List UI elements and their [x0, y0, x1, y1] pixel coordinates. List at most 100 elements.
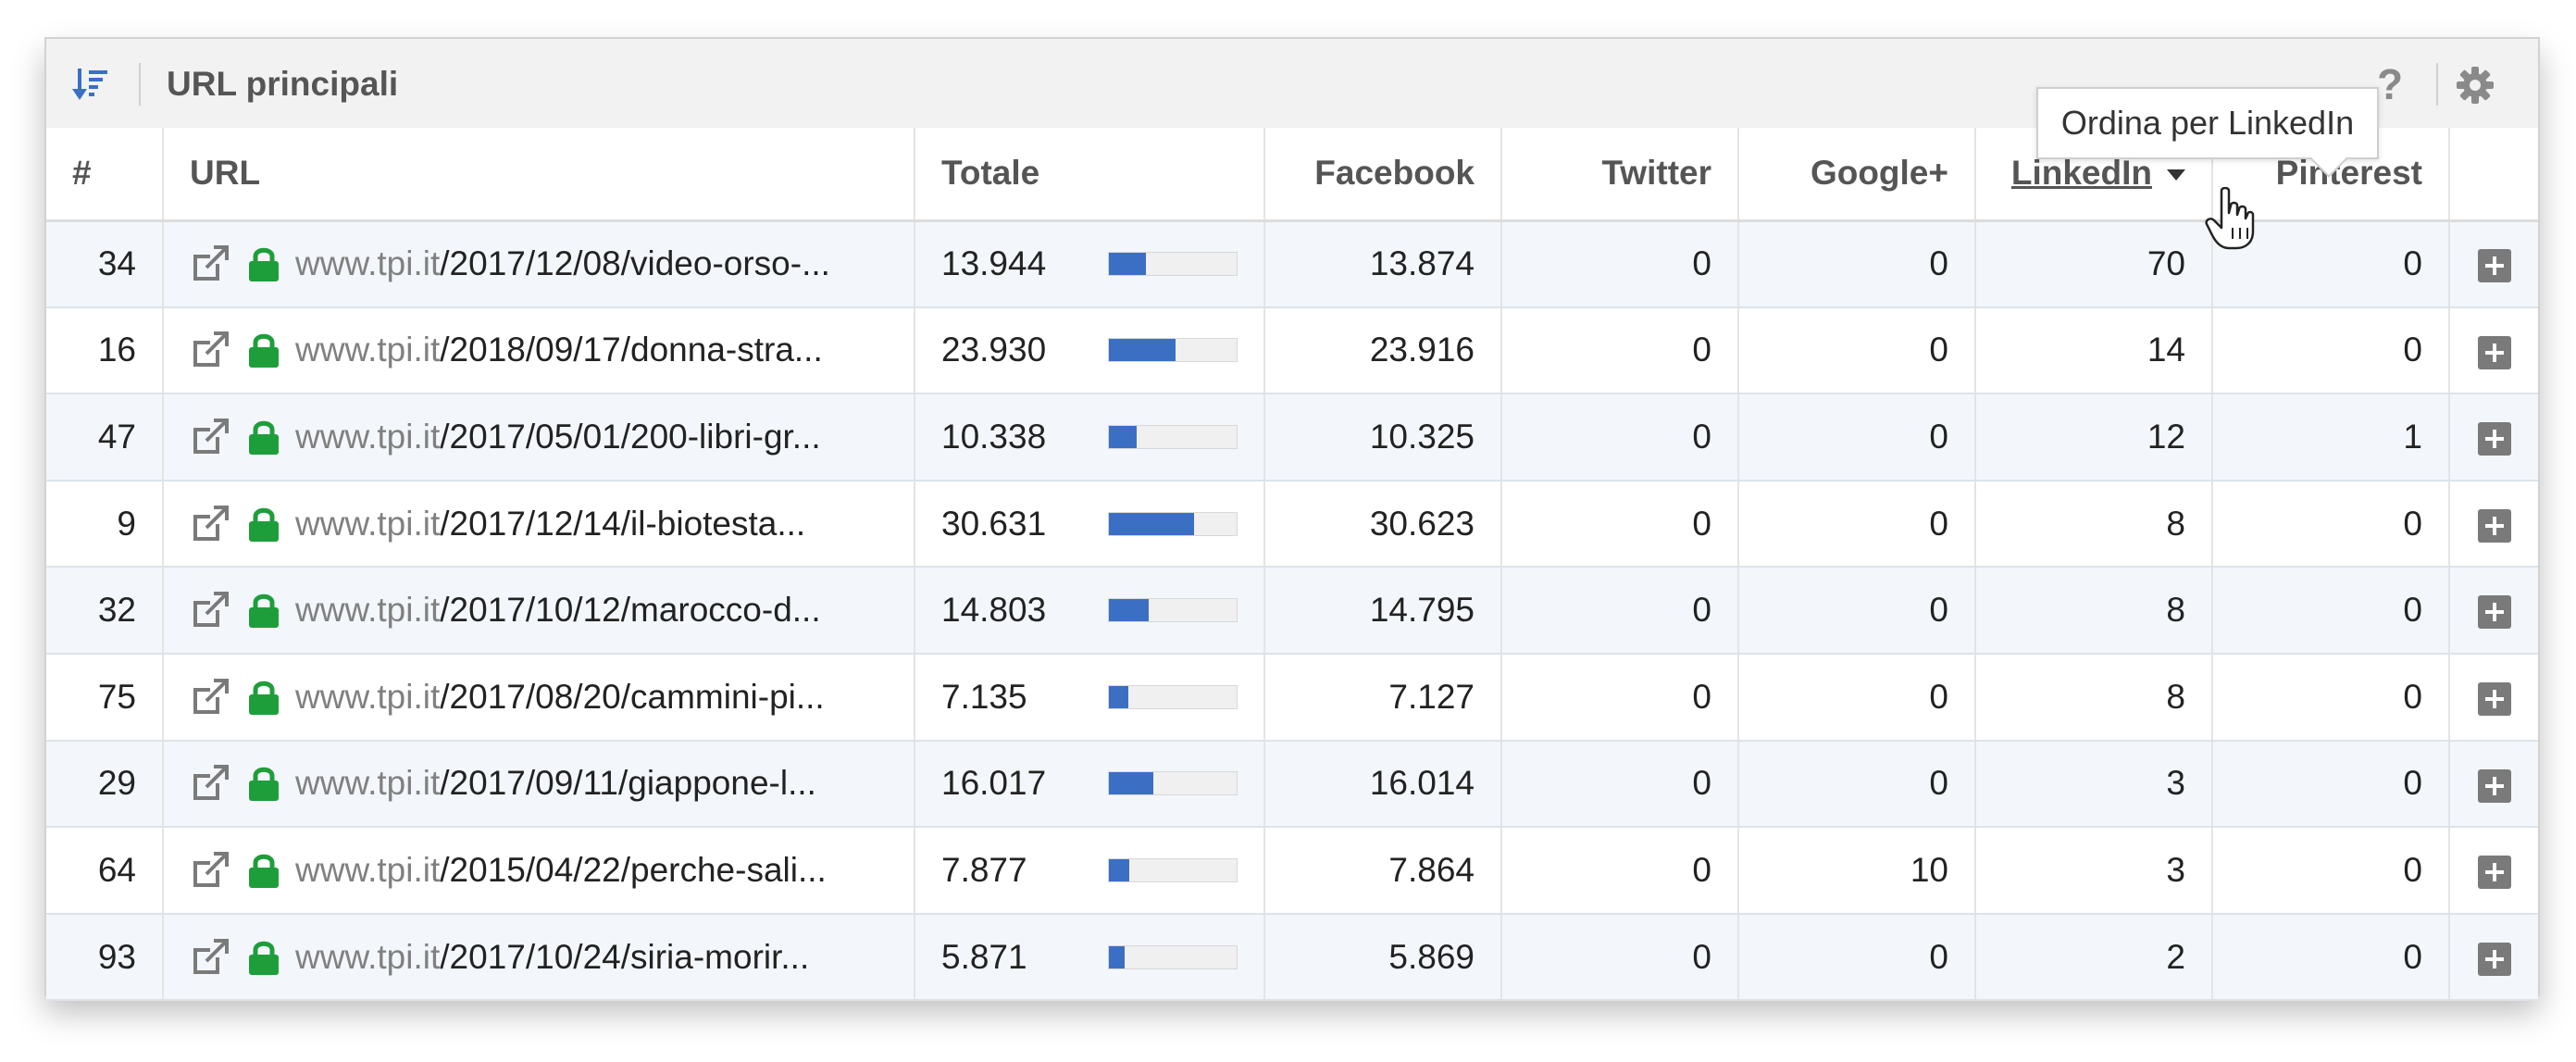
expand-cell [2449, 567, 2538, 655]
googleplus-value: 0 [1738, 653, 1976, 742]
url-path[interactable]: /2017/09/11/giappone-l... [440, 764, 816, 803]
totale-bar-fill [1109, 599, 1149, 622]
totale-value: 30.631 [941, 504, 1047, 543]
url-domain[interactable]: www.tpi.it [295, 244, 441, 283]
pinterest-value: 0 [2212, 740, 2450, 829]
totale-value: 10.338 [941, 417, 1047, 456]
url-path[interactable]: /2017/10/12/marocco-d... [440, 591, 821, 630]
totale-bar [1108, 338, 1238, 363]
gear-icon[interactable] [2455, 65, 2495, 106]
plus-icon[interactable] [2477, 942, 2511, 976]
column-header-googleplus[interactable]: Google+ [1738, 128, 1976, 222]
url-link[interactable]: www.tpi.it/2017/12/08/video-orso-... [295, 244, 830, 283]
linkedin-value: 3 [1975, 827, 2213, 915]
totale-bar [1108, 944, 1238, 969]
lock-icon [249, 593, 279, 629]
url-link[interactable]: www.tpi.it/2017/12/14/il-biotesta... [295, 505, 805, 543]
facebook-value: 7.127 [1264, 653, 1502, 742]
plus-icon[interactable] [2477, 768, 2511, 803]
url-domain[interactable]: www.tpi.it [295, 504, 441, 543]
table-row: 93 www.tpi.it/2017/10/24/siria-morir... 5.… [46, 913, 2538, 1002]
url-path[interactable]: /2017/12/14/il-biotesta... [440, 504, 806, 543]
twitter-value: 0 [1501, 306, 1739, 395]
url-domain[interactable]: www.tpi.it [295, 417, 441, 456]
sort-descending-icon[interactable] [72, 65, 111, 104]
plus-icon[interactable] [2477, 681, 2511, 716]
column-header-totale[interactable]: Totale [915, 128, 1265, 222]
twitter-value: 0 [1501, 653, 1739, 742]
totale-bar-fill [1109, 858, 1130, 881]
url-path[interactable]: /2017/08/20/cammini-pi... [440, 677, 825, 716]
url-link[interactable]: www.tpi.it/2015/04/22/perche-sali... [295, 851, 827, 890]
plus-icon[interactable] [2477, 595, 2511, 630]
external-link-icon[interactable] [190, 417, 230, 457]
help-icon[interactable]: ? [2377, 60, 2404, 108]
totale-bar [1108, 857, 1238, 882]
sort-arrow-icon[interactable] [2167, 169, 2185, 181]
url-path[interactable]: /2017/10/24/siria-morir... [440, 937, 810, 976]
lock-icon [249, 854, 279, 888]
totale-cell: 10.338 [915, 394, 1265, 481]
column-header-twitter[interactable]: Twitter [1501, 128, 1739, 222]
plus-icon[interactable] [2477, 335, 2511, 369]
url-domain[interactable]: www.tpi.it [295, 850, 441, 889]
lock-icon [249, 941, 279, 975]
url-path[interactable]: /2017/12/08/video-orso-... [440, 244, 830, 283]
totale-bar [1108, 511, 1238, 536]
url-link[interactable]: www.tpi.it/2017/10/24/siria-morir... [295, 938, 809, 977]
url-cell: www.tpi.it/2017/10/12/marocco-d... [163, 567, 915, 655]
table-row: 64 www.tpi.it/2015/04/22/perche-sali... 7.… [46, 827, 2538, 915]
url-link[interactable]: www.tpi.it/2018/09/17/donna-stra... [295, 331, 823, 369]
url-domain[interactable]: www.tpi.it [295, 591, 441, 630]
external-link-icon[interactable] [190, 937, 230, 978]
twitter-value: 0 [1501, 480, 1739, 568]
linkedin-value: 3 [1975, 740, 2213, 829]
totale-value: 7.877 [941, 850, 1027, 889]
pinterest-value: 0 [2212, 653, 2450, 742]
url-link[interactable]: www.tpi.it/2017/10/12/marocco-d... [295, 591, 821, 630]
plus-icon[interactable] [2477, 856, 2511, 890]
url-domain[interactable]: www.tpi.it [295, 677, 441, 716]
url-cell: www.tpi.it/2017/10/24/siria-morir... [163, 913, 915, 1002]
external-link-icon[interactable] [190, 677, 230, 718]
external-link-icon[interactable] [190, 330, 230, 370]
table-row: 34 www.tpi.it/2017/12/08/video-orso-... 13… [46, 220, 2538, 308]
googleplus-value: 0 [1738, 394, 1976, 481]
url-link[interactable]: www.tpi.it/2017/09/11/giappone-l... [295, 764, 816, 803]
url-domain[interactable]: www.tpi.it [295, 331, 441, 369]
external-link-icon[interactable] [190, 590, 230, 631]
plus-icon[interactable] [2477, 422, 2511, 456]
totale-value: 23.930 [941, 331, 1047, 369]
url-path[interactable]: /2015/04/22/perche-sali... [440, 850, 827, 889]
totale-bar-fill [1109, 253, 1147, 276]
url-link[interactable]: www.tpi.it/2017/05/01/200-libri-gr... [295, 418, 821, 456]
twitter-value: 0 [1501, 827, 1739, 915]
totale-bar-fill [1109, 685, 1128, 708]
plus-icon[interactable] [2477, 508, 2511, 543]
external-link-icon[interactable] [190, 763, 230, 804]
expand-cell [2449, 913, 2538, 1002]
url-path[interactable]: /2017/05/01/200-libri-gr... [440, 417, 821, 456]
row-index: 47 [46, 394, 164, 481]
url-domain[interactable]: www.tpi.it [295, 937, 441, 976]
expand-cell [2449, 480, 2538, 568]
url-domain[interactable]: www.tpi.it [295, 764, 441, 803]
totale-cell: 16.017 [915, 740, 1265, 829]
googleplus-value: 0 [1738, 913, 1976, 1002]
column-header-url[interactable]: URL [163, 128, 915, 222]
linkedin-header-label[interactable]: LinkedIn [2010, 154, 2152, 193]
facebook-value: 13.874 [1264, 220, 1502, 308]
url-link[interactable]: www.tpi.it/2017/08/20/cammini-pi... [295, 678, 825, 717]
table-row: 75 www.tpi.it/2017/08/20/cammini-pi... 7.1… [46, 653, 2538, 742]
external-link-icon[interactable] [190, 244, 230, 284]
hand-pointer-icon [2205, 187, 2255, 250]
column-header-facebook[interactable]: Facebook [1264, 128, 1502, 222]
row-index: 34 [46, 220, 164, 308]
url-path[interactable]: /2018/09/17/donna-stra... [440, 331, 823, 369]
totale-bar [1108, 598, 1238, 623]
external-link-icon[interactable] [190, 504, 230, 544]
totale-bar [1108, 252, 1238, 277]
row-index: 64 [46, 827, 164, 915]
plus-icon[interactable] [2477, 249, 2511, 283]
external-link-icon[interactable] [190, 850, 230, 891]
